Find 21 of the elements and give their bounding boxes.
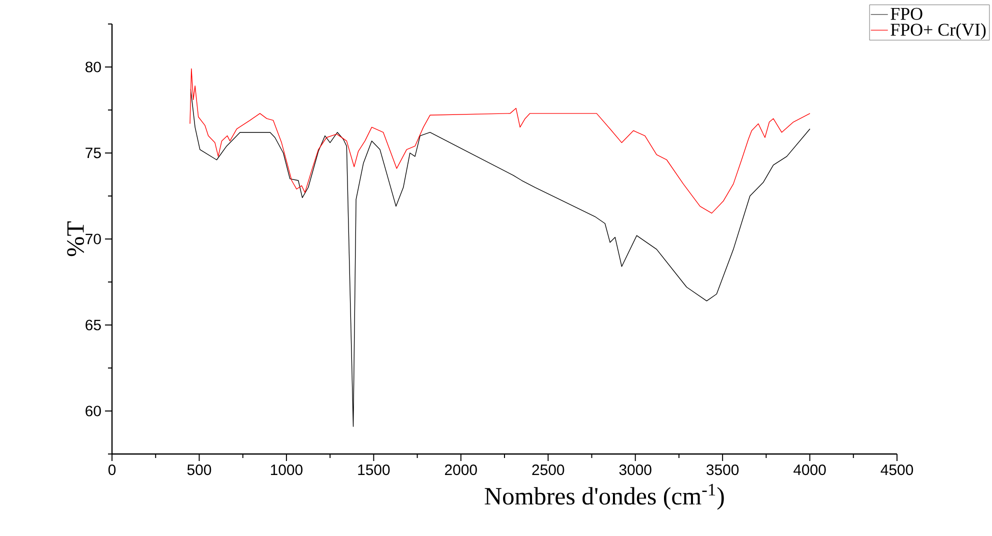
x-tick-label: 3500: [706, 464, 739, 476]
y-tick-label: 60: [86, 406, 101, 416]
y-tick-label: 65: [86, 320, 101, 330]
x-axis-title: Nombres d'ondes (cm$^{-1}$): [484, 484, 724, 510]
line-series: [190, 88, 810, 427]
x-tick-label: 0: [108, 464, 116, 476]
legend-label: FPO: [890, 8, 922, 20]
line-series: [190, 68, 810, 214]
x-tick-label: 1000: [270, 464, 302, 476]
y-axis-title: %T: [67, 221, 84, 256]
x-tick-label: 3000: [619, 464, 652, 476]
x-tick-label: 2000: [445, 464, 477, 476]
x-tick-label: 4000: [794, 464, 826, 476]
x-tick-label: 1500: [358, 464, 390, 476]
y-tick-label: 70: [86, 234, 101, 244]
y-tick-label: 75: [86, 148, 101, 158]
y-tick-label: 80: [86, 62, 101, 72]
x-tick-label: 2500: [532, 464, 564, 476]
x-tick-label: 500: [187, 464, 212, 476]
x-tick-label: 4500: [880, 464, 914, 476]
legend-label: FPO+ Cr(VI): [890, 23, 986, 40]
